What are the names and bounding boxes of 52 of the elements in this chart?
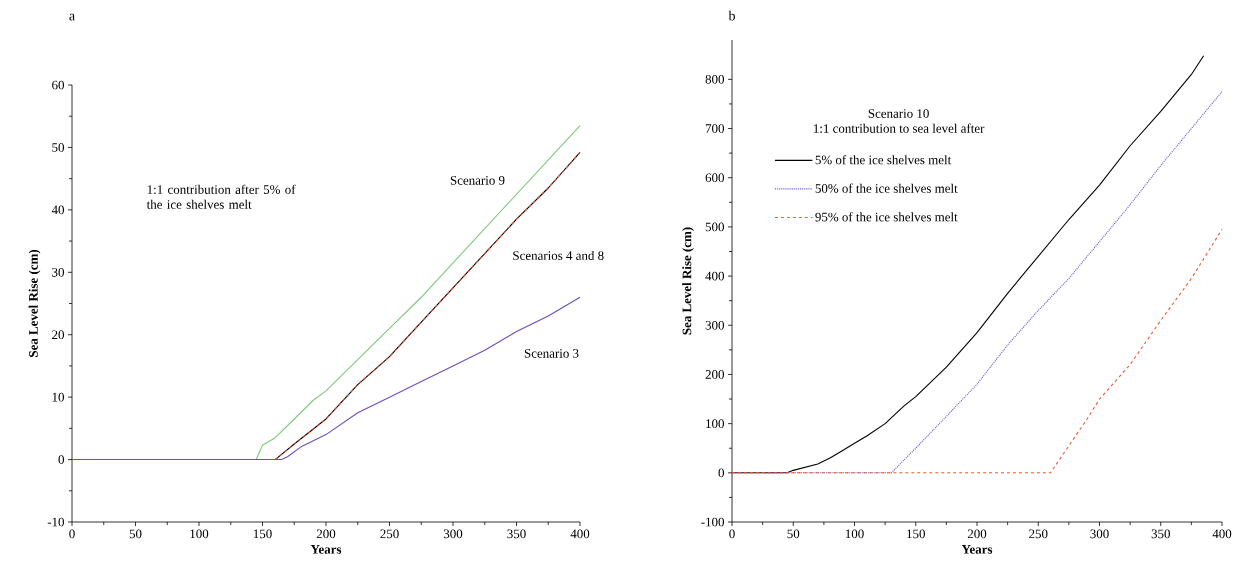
x-axis-title: Years (961, 545, 993, 554)
y-tick-label: 60 (52, 80, 64, 90)
x-tick-label: 250 (1029, 529, 1048, 539)
x-tick-label: 300 (1090, 529, 1109, 539)
y-axis-title: Sea Level Rise (cm) (28, 249, 41, 357)
y-tick-label: 500 (705, 222, 725, 232)
line-series (71, 296, 581, 461)
annotation: Scenarios 4 and 8 (513, 250, 604, 260)
y-tick-label: 600 (705, 173, 725, 183)
x-tick-label: 350 (1151, 529, 1170, 539)
x-tick-label: 200 (316, 529, 336, 539)
x-tick-label: 100 (845, 529, 864, 539)
annotation: 1:1 contribution after 5% of the ice shelves melt (146, 184, 296, 209)
x-tick-label: 200 (967, 529, 987, 539)
y-tick-label: 40 (51, 205, 64, 215)
y-tick-label: 0 (58, 455, 64, 464)
legend-label: 50% of the ice shelves melt (815, 183, 958, 193)
x-tick-label: 400 (570, 529, 590, 539)
y-tick-label: 100 (706, 419, 725, 428)
legend-label: 95% of the ice shelves melt (815, 212, 958, 222)
x-tick-label: 250 (380, 529, 399, 539)
y-tick-label: 300 (705, 320, 725, 330)
x-tick-label: 50 (129, 529, 142, 539)
x-axis-title: Years (310, 545, 342, 554)
y-tick-label: -10 (47, 517, 64, 527)
legend-label: 5% of the ice shelves melt (815, 155, 952, 165)
y-tick-label: -100 (701, 517, 725, 527)
x-tick-label: 0 (729, 529, 735, 539)
series-label: Scenario 3 (524, 349, 579, 358)
y-tick-label: 10 (52, 392, 64, 402)
legend-title: 1:1 contribution to sea level after (813, 123, 985, 133)
y-tick-label: 0 (718, 468, 725, 478)
y-tick-label: 30 (52, 267, 64, 277)
x-tick-label: 50 (787, 529, 800, 539)
x-tick-label: 100 (190, 529, 209, 539)
x-tick-label: 300 (443, 529, 463, 539)
y-tick-label: 700 (705, 124, 725, 133)
series-label: Scenario 9 (450, 176, 505, 185)
x-tick-label: 150 (907, 529, 925, 539)
y-tick-label: 20 (52, 330, 64, 340)
y-tick-label: 400 (705, 271, 725, 281)
chart-title: a (69, 13, 75, 21)
chart-title: b (728, 10, 735, 21)
x-tick-label: 400 (1212, 529, 1232, 539)
x-tick-label: 350 (507, 529, 526, 539)
y-axis-title: Sea Level Rise (cm) (682, 227, 694, 335)
annotation: Scenario 10 (868, 109, 929, 118)
x-tick-label: 0 (69, 529, 75, 539)
y-tick-label: 800 (705, 74, 725, 84)
x-tick-label: 150 (253, 529, 272, 539)
y-tick-label: 50 (52, 143, 64, 152)
y-tick-label: 200 (705, 370, 725, 379)
